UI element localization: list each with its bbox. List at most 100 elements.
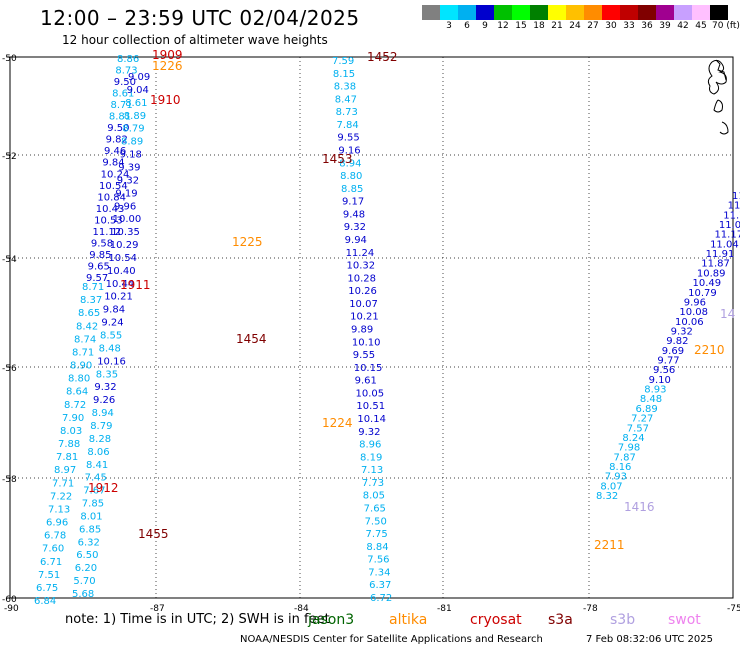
swh-value: 10.51 <box>356 401 385 412</box>
swh-value: 9.58 <box>91 238 113 249</box>
swh-value: 7.27 <box>631 414 653 425</box>
track-time-label: 14 <box>720 307 735 321</box>
swh-value: 8.19 <box>360 452 382 463</box>
swh-value: 10.00 <box>113 214 142 225</box>
footer-timestamp: 7 Feb 08:32:06 UTC 2025 <box>586 634 713 645</box>
swh-value: 9.48 <box>343 209 365 220</box>
swh-value: 10.21 <box>350 312 379 323</box>
swh-value: 9.57 <box>86 273 108 284</box>
swh-value: 6.32 <box>78 537 100 548</box>
swh-value: 7.60 <box>42 544 64 555</box>
lon-tick-label: -87 <box>150 604 165 614</box>
color-scale-label: 42 <box>677 21 689 31</box>
swh-value: 9.50 <box>107 123 129 134</box>
chart-subtitle: 12 hour collection of altimeter wave hei… <box>62 33 328 47</box>
swh-value: 10.21 <box>104 292 133 303</box>
swh-value: 8.84 <box>366 542 388 553</box>
swh-value: 10.54 <box>99 181 128 192</box>
track-time-label: 1454 <box>236 332 267 346</box>
swh-value: 8.86 <box>117 54 139 65</box>
swh-value: 7.73 <box>362 478 384 489</box>
swh-value: 10.10 <box>352 337 381 348</box>
swh-value: 6.20 <box>75 563 97 574</box>
swh-value: 8.38 <box>334 82 356 93</box>
swh-value: 6.89 <box>635 404 657 415</box>
swh-value: 7.45 <box>85 473 107 484</box>
color-scale-label: 15 <box>515 21 527 31</box>
swh-value: 9.24 <box>101 318 123 329</box>
swh-value: 7.65 <box>364 504 386 515</box>
swh-value: 10.05 <box>356 388 385 399</box>
swh-value: 11.12 <box>93 227 122 238</box>
swh-value: 7.98 <box>618 443 640 454</box>
swh-value: 7.22 <box>50 491 72 502</box>
swh-value: 9.84 <box>102 158 124 169</box>
swh-value: 8.01 <box>80 511 102 522</box>
swh-value: 6.50 <box>76 550 98 561</box>
legend-item-swot: swot <box>668 612 701 628</box>
color-swatch <box>422 5 440 20</box>
swh-value: 10.54 <box>108 253 137 264</box>
swh-value: 7.13 <box>361 465 383 476</box>
track-time-label: 1452 <box>367 50 398 64</box>
swh-value: 9.56 <box>653 365 675 376</box>
map-frame <box>9 56 734 599</box>
swh-value: 9.32 <box>344 222 366 233</box>
swh-value: 7.90 <box>62 413 84 424</box>
legend-item-s3b: s3b <box>610 612 636 628</box>
lon-tick-label: -90 <box>4 604 19 614</box>
swh-value: 7.88 <box>58 439 80 450</box>
swh-value: 9.84 <box>103 305 125 316</box>
swh-value: 8.16 <box>609 462 631 473</box>
color-swatch <box>566 5 584 20</box>
swh-value: 8.32 <box>596 491 618 502</box>
swh-value: 7.71 <box>52 478 74 489</box>
swh-value: 10.44 <box>106 279 135 290</box>
swh-value: 10.28 <box>347 273 376 284</box>
swh-value: 10.08 <box>679 307 708 318</box>
swh-value: 9.55 <box>337 133 359 144</box>
swh-value: 10.07 <box>349 299 378 310</box>
color-scale-label: 12 <box>497 21 509 31</box>
swh-value: 5.70 <box>73 576 95 587</box>
color-scale-label: 27 <box>587 21 599 31</box>
track-time-label: 2211 <box>594 538 625 552</box>
legend-item-s3a: s3a <box>548 612 573 628</box>
track-time-label: 1416 <box>624 500 655 514</box>
color-scale-label: 70 (ft) <box>712 21 740 31</box>
swh-value: 9.50 <box>114 77 136 88</box>
legend-item-altika: altika <box>389 612 428 628</box>
swh-value: 8.47 <box>335 94 357 105</box>
swh-value: 8.05 <box>363 491 385 502</box>
color-swatch <box>530 5 548 20</box>
swh-value: 8.06 <box>87 447 109 458</box>
swh-value: 8.73 <box>336 107 358 118</box>
color-scale-label: 39 <box>659 21 671 31</box>
color-scale-label: 36 <box>641 21 653 31</box>
color-scale-label: 33 <box>623 21 635 31</box>
color-scale-label: 9 <box>482 21 488 31</box>
swh-value: 11.04 <box>710 239 739 250</box>
swh-value: 7.34 <box>368 567 390 578</box>
swh-value: 11.91 <box>706 249 735 260</box>
swh-value: 8.65 <box>78 308 100 319</box>
swh-value: 9.16 <box>338 146 360 157</box>
swh-value: 10.24 <box>101 169 130 180</box>
color-swatch <box>710 5 728 20</box>
lat-tick-label: -50 <box>2 54 17 64</box>
swh-value: 9.96 <box>684 297 706 308</box>
swh-value: 8.48 <box>640 394 662 405</box>
lon-tick-label: -75 <box>727 604 740 614</box>
lat-tick-label: -60 <box>2 595 17 605</box>
track-time-label: 1455 <box>138 527 169 541</box>
swh-value: 8.96 <box>359 440 381 451</box>
swh-value: 6.72 <box>370 593 392 604</box>
swh-value: 7.50 <box>365 516 387 527</box>
swh-value: 9.32 <box>94 382 116 393</box>
swh-value: 9.10 <box>649 375 671 386</box>
swh-value: 5.68 <box>72 589 94 600</box>
swh-value: 10.26 <box>348 286 377 297</box>
lon-tick-label: -84 <box>294 604 309 614</box>
chart-title: 12:00 – 23:59 UTC 02/04/2025 <box>40 6 360 30</box>
